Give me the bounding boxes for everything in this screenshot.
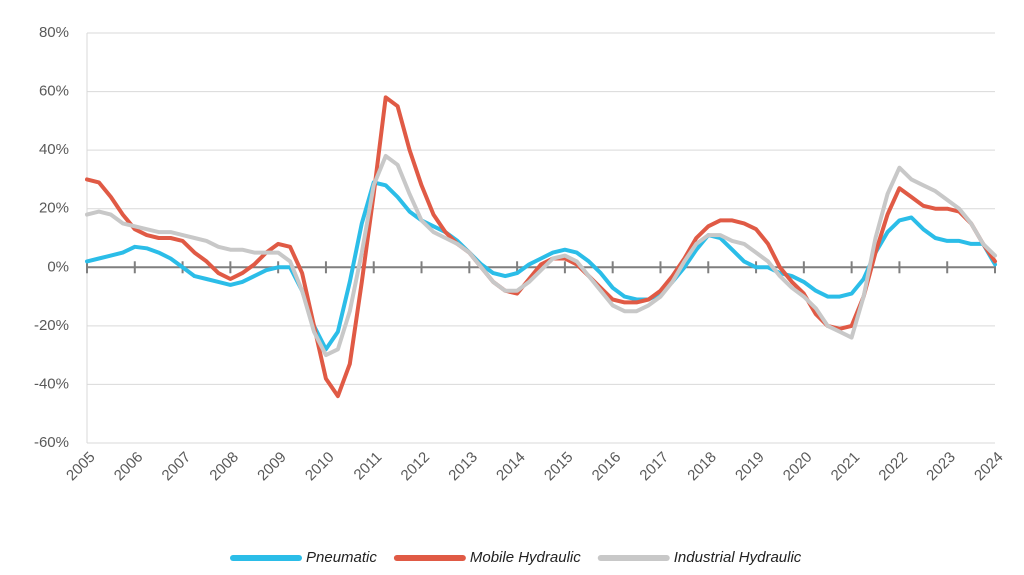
x-tick-label: 2010 — [302, 449, 338, 485]
x-tick-label: 2006 — [111, 449, 147, 485]
x-tick-label: 2018 — [684, 449, 720, 485]
series-line — [85, 154, 997, 358]
y-tick-label: 20% — [39, 200, 69, 217]
x-tick-label: 2011 — [351, 449, 386, 484]
x-tick-label: 2012 — [398, 449, 434, 485]
x-tick-label: 2015 — [541, 449, 577, 485]
x-tick-label: 2019 — [732, 449, 768, 485]
x-tick-label: 2024 — [971, 449, 1007, 485]
y-tick-label: -40% — [34, 375, 69, 392]
legend-label: Pneumatic — [306, 549, 377, 566]
x-tick-label: 2008 — [206, 449, 242, 485]
x-tick-label: 2007 — [159, 449, 195, 485]
x-tick-label: 2020 — [780, 449, 816, 485]
x-tick-label: 2005 — [63, 449, 99, 485]
x-tick-label: 2021 — [828, 449, 864, 485]
y-tick-label: -60% — [34, 434, 69, 451]
y-tick-label: 80% — [39, 24, 69, 41]
series-line — [85, 95, 997, 399]
y-tick-label: -20% — [34, 317, 69, 334]
x-tick-label: 2014 — [493, 449, 529, 485]
y-tick-label: 40% — [39, 141, 69, 158]
legend-label: Mobile Hydraulic — [470, 549, 581, 566]
legend-label: Industrial Hydraulic — [674, 549, 802, 566]
series-line — [85, 180, 997, 352]
x-tick-label: 2016 — [589, 449, 625, 485]
x-tick-label: 2009 — [254, 449, 290, 485]
x-tick-label: 2022 — [875, 449, 911, 485]
x-tick-label: 2017 — [636, 449, 672, 485]
y-tick-label: 0% — [47, 258, 69, 275]
x-tick-label: 2023 — [923, 449, 959, 485]
x-tick-label: 2013 — [445, 449, 481, 485]
y-tick-label: 60% — [39, 83, 69, 100]
